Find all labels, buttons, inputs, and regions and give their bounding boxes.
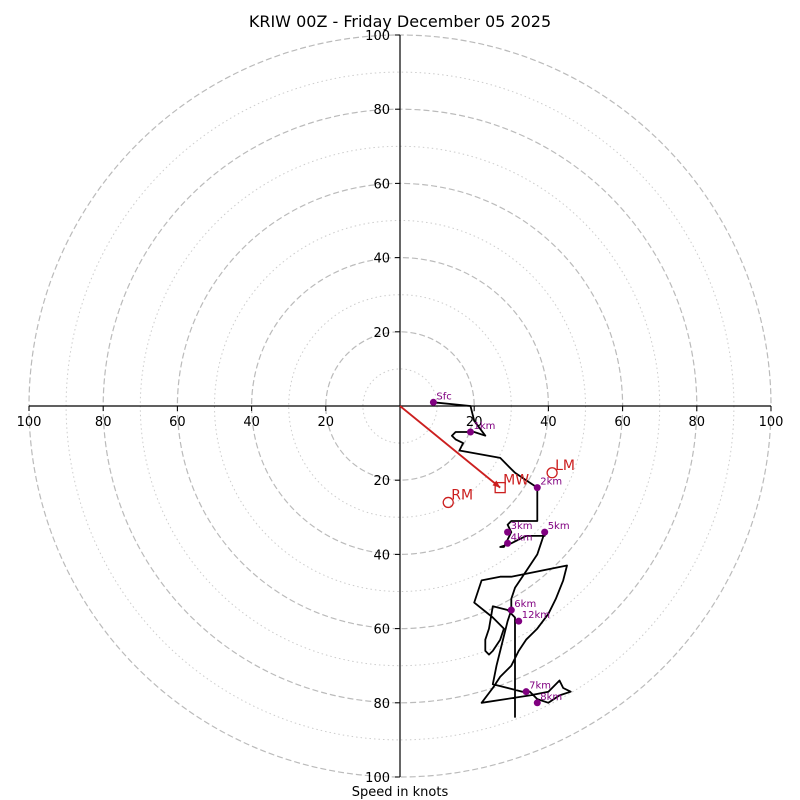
x-axis-label: Speed in knots xyxy=(352,785,449,800)
mean-wind-arrow-layer xyxy=(399,405,501,489)
height-marker-dot xyxy=(429,398,437,406)
height-marker-dot xyxy=(507,606,515,614)
x-tick-label: 100 xyxy=(17,415,42,430)
height-marker-label: 12km xyxy=(522,610,550,621)
hodograph-series-line xyxy=(433,401,572,718)
height-marker-dot xyxy=(541,528,549,536)
height-marker-label: 2km xyxy=(540,477,562,488)
y-tick-label: 100 xyxy=(365,29,390,44)
x-tick-label: 80 xyxy=(95,415,112,430)
height-marker-label: 5km xyxy=(548,521,570,532)
motion-label-rm: RM xyxy=(451,487,473,503)
motion-label-lm: LM xyxy=(555,458,575,474)
height-marker-dot xyxy=(533,699,541,707)
x-tick-label: 80 xyxy=(689,415,706,430)
height-marker-dot xyxy=(466,428,474,436)
y-tick-label: 20 xyxy=(373,474,390,489)
height-marker-label: 8km xyxy=(540,692,562,703)
y-tick-label: 100 xyxy=(365,771,390,786)
height-marker-label: 3km xyxy=(511,521,533,532)
x-tick-label: 60 xyxy=(169,415,186,430)
height-marker-label: Sfc xyxy=(436,391,451,402)
height-marker-dot xyxy=(504,539,512,547)
motion-marker-lm xyxy=(546,467,558,479)
x-tick-label: 40 xyxy=(540,415,557,430)
x-tick-label: 60 xyxy=(614,415,631,430)
y-tick-label: 80 xyxy=(373,103,390,118)
chart-title: KRIW 00Z - Friday December 05 2025 xyxy=(249,12,551,31)
motion-marker-rm xyxy=(442,496,454,509)
mean-wind-arrow xyxy=(399,405,501,489)
y-tick-label: 60 xyxy=(373,623,390,638)
height-marker-label: 4km xyxy=(511,532,533,543)
y-tick-label: 60 xyxy=(373,177,390,192)
motion-label-mw: MW xyxy=(503,473,529,489)
mean-wind-arrowhead xyxy=(492,480,501,488)
tick-labels: 100 80 60 40 20 20 40 60 80 100100806040202040608… xyxy=(17,29,784,786)
height-marker-dot xyxy=(522,688,530,696)
motion-marker-mw xyxy=(494,481,506,494)
height-marker-label: 1km xyxy=(473,421,495,432)
storm-motion-markers: MW LM RM xyxy=(442,458,575,509)
y-tick-label: 20 xyxy=(373,326,390,341)
height-marker-dot xyxy=(504,528,512,536)
height-marker-dot xyxy=(533,484,541,492)
x-tick-label: 20 xyxy=(318,415,335,430)
height-marker-label: 6km xyxy=(514,599,536,610)
height-marker-dot xyxy=(515,617,523,625)
y-tick-label: 80 xyxy=(373,697,390,712)
x-tick-label: 100 xyxy=(759,415,784,430)
y-tick-label: 40 xyxy=(373,252,390,267)
y-tick-label: 40 xyxy=(373,548,390,563)
x-tick-label: 40 xyxy=(243,415,260,430)
height-marker-label: 7km xyxy=(529,681,551,692)
hodograph-trace xyxy=(433,401,572,718)
